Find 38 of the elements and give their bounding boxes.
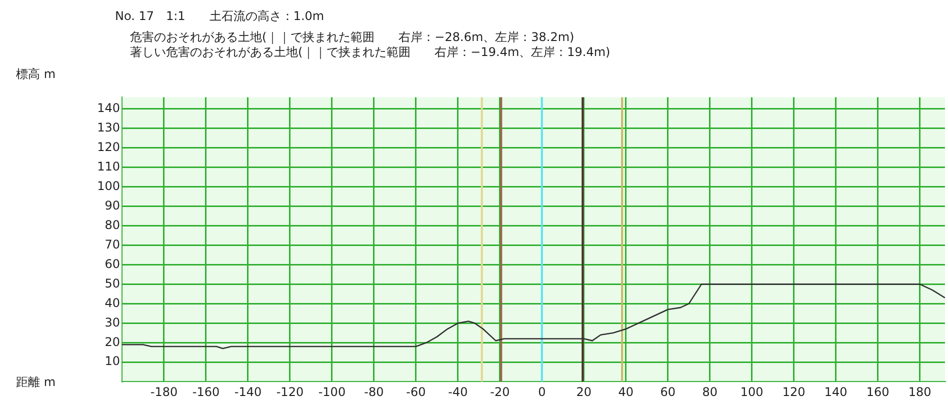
x-tick-label: 100 <box>740 384 764 399</box>
chart-title: No. 17 1:1 土石流の高さ：1.0m <box>115 8 324 25</box>
y-tick-label: 10 <box>104 354 120 368</box>
y-tick-label: 40 <box>104 296 120 310</box>
y-tick-label: 70 <box>104 237 120 252</box>
x-tick-label: -40 <box>448 384 468 399</box>
y-tick-label: 110 <box>97 159 120 174</box>
y-tick-label: 90 <box>104 198 120 212</box>
x-tick-label: -100 <box>318 384 346 399</box>
y-tick-label: 20 <box>104 334 120 349</box>
x-tick-label: 160 <box>866 384 890 399</box>
x-tick-label: 60 <box>660 384 676 399</box>
y-tick-label: 130 <box>97 120 120 134</box>
y-tick-label: 30 <box>104 315 120 330</box>
x-tick-label: -20 <box>490 384 510 399</box>
x-tick-label: -60 <box>406 384 426 399</box>
y-tick-label: 50 <box>104 276 120 290</box>
x-tick-label: 120 <box>782 384 806 399</box>
x-tick-label: -160 <box>192 384 220 399</box>
text: 著しい危害のおそれがある土地(｜｜で挟まれた範囲 右岸：−19.4m、左岸：19.4m) <box>130 45 610 60</box>
x-tick-label: 20 <box>576 384 592 399</box>
x-axis-title: 距離 m <box>16 374 56 391</box>
x-tick-label: 40 <box>618 384 634 399</box>
y-tick-label: 80 <box>104 218 120 232</box>
x-tick-label: 0 <box>538 384 546 399</box>
y-tick-label: 60 <box>104 256 120 271</box>
x-tick-label: -140 <box>234 384 262 399</box>
x-tick-label: -80 <box>364 384 384 399</box>
y-tick-label: 120 <box>97 140 120 154</box>
y-tick-label: 140 <box>97 101 120 116</box>
y-tick-label: 100 <box>97 178 120 193</box>
x-tick-label: 180 <box>908 384 932 399</box>
x-tick-label: -180 <box>150 384 178 399</box>
y-axis-title: 標高 m <box>16 66 56 83</box>
x-tick-label: 140 <box>824 384 848 399</box>
x-tick-label: -120 <box>276 384 304 399</box>
x-tick-label: 80 <box>702 384 718 399</box>
text: 危害のおそれがある土地(｜｜で挟まれた範囲 右岸：−28.6m、左岸：38.2m) <box>130 30 574 45</box>
